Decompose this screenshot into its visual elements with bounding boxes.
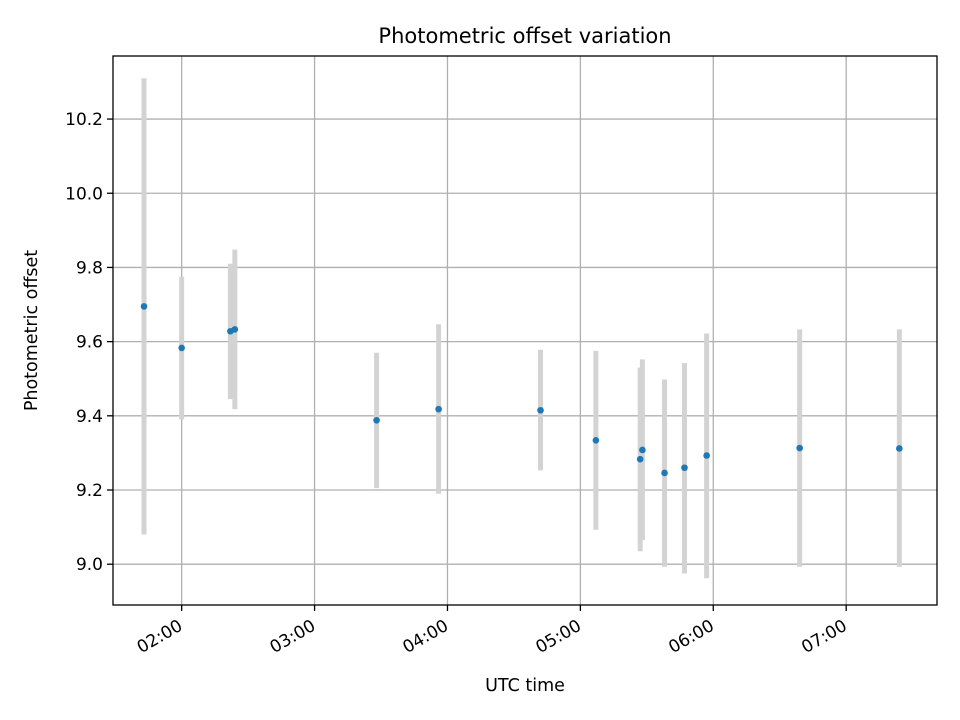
y-tick-label: 9.4 [76, 407, 103, 427]
y-tick-label: 9.6 [76, 333, 103, 353]
data-point [592, 437, 600, 444]
y-tick-label: 9.2 [76, 481, 103, 501]
data-point [896, 445, 903, 452]
data-points [140, 303, 903, 477]
y-tick-label: 10.0 [65, 184, 103, 204]
data-point [796, 444, 803, 452]
data-point [537, 406, 544, 414]
data-point [231, 326, 239, 333]
data-point [636, 455, 644, 463]
plot-frame [112, 55, 938, 606]
data-point [661, 469, 668, 477]
chart-title: Photometric offset variation [378, 24, 671, 48]
data-point [681, 464, 688, 472]
y-axis-ticks: 9.0 9.2 9.4 9.6 9.8 10.0 10.2 [65, 110, 113, 575]
y-tick-label: 10.2 [65, 110, 103, 130]
y-tick-label: 9.8 [76, 258, 103, 278]
data-point [140, 303, 148, 310]
data-point [178, 344, 185, 352]
data-point [373, 416, 380, 424]
data-point [703, 452, 710, 459]
y-axis-title: Photometric offset [22, 250, 42, 411]
data-point [639, 446, 646, 454]
y-tick-label: 9.0 [76, 555, 103, 575]
x-axis-title: UTC time [485, 676, 565, 696]
data-point [435, 405, 442, 413]
